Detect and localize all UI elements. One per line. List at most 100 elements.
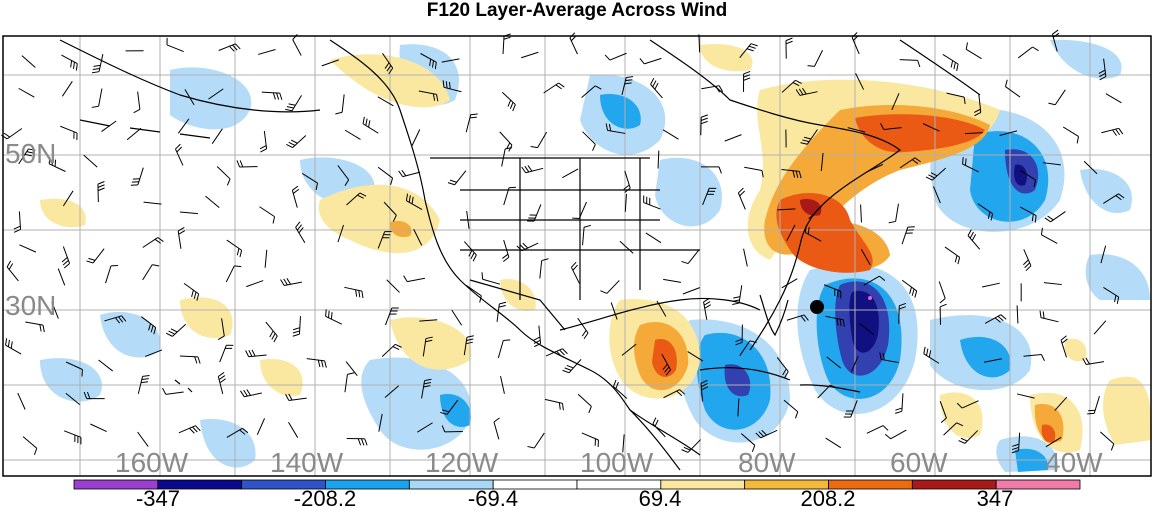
wind-barb — [543, 82, 565, 94]
red-orange-region — [776, 192, 873, 273]
wind-barb — [577, 393, 592, 414]
wind-barb — [743, 70, 751, 92]
blue-light-region — [1085, 254, 1150, 300]
wind-barb — [645, 232, 662, 244]
colorbar-label: -347 — [136, 486, 180, 511]
wind-barb — [860, 204, 862, 223]
wind-barb — [572, 201, 587, 220]
wind-barb — [481, 272, 501, 285]
wind-barb — [377, 166, 394, 185]
wind-barb — [533, 325, 542, 348]
wind-barb — [92, 54, 104, 74]
wind-barb — [344, 372, 355, 393]
wind-barb — [982, 282, 1000, 288]
storm-center-dot — [810, 300, 824, 314]
wind-barb — [1105, 93, 1122, 104]
blue-light-region — [655, 157, 722, 227]
wind-barb — [795, 87, 818, 96]
wind-barb — [826, 356, 842, 369]
wind-barb — [6, 260, 19, 282]
map-frame — [2, 35, 1152, 477]
wind-barb — [1023, 249, 1032, 272]
wind-barb — [175, 143, 184, 166]
wind-barb — [977, 203, 994, 221]
greenland-coast — [899, 39, 981, 96]
lon-label: 160W — [115, 447, 189, 478]
wind-barb — [137, 431, 149, 447]
wind-barb — [888, 203, 899, 224]
wind-barb — [866, 425, 889, 434]
wind-barb — [700, 114, 708, 136]
wind-barb — [63, 430, 82, 445]
blue-light-region — [1080, 169, 1132, 214]
wind-barb — [944, 246, 961, 265]
wind-barb — [17, 392, 26, 410]
wind-barb — [622, 434, 625, 453]
yellow-region — [390, 317, 472, 370]
wind-barb — [781, 278, 798, 289]
wind-barb — [377, 96, 394, 107]
wind-barb — [133, 91, 141, 114]
wind-barb — [463, 335, 474, 356]
wind-barb — [344, 129, 361, 140]
wind-barb — [344, 286, 364, 299]
wind-barb — [786, 224, 796, 242]
wind-barb — [621, 343, 637, 356]
wind-barb — [413, 229, 423, 246]
wind-barb — [335, 94, 345, 115]
wind-barb — [884, 429, 907, 440]
wind-barb — [306, 358, 327, 368]
wind-barb — [922, 123, 940, 132]
blue-light-region — [361, 357, 472, 450]
wind-barb — [621, 76, 634, 96]
wind-barb — [1020, 206, 1037, 223]
wind-barb — [1098, 58, 1107, 81]
wind-barb — [466, 285, 482, 303]
lon-label: 40W — [1045, 447, 1103, 478]
wind-barb — [521, 51, 539, 59]
wind-barb — [1101, 127, 1124, 136]
wind-barb — [855, 73, 865, 90]
wind-barb — [500, 376, 505, 394]
wind-barb — [325, 309, 342, 325]
yellow-region — [180, 297, 233, 339]
wind-barb — [51, 301, 59, 319]
wind-barb — [205, 195, 220, 209]
wind-barb — [13, 211, 22, 233]
wind-barb — [502, 239, 510, 262]
wind-barb — [808, 206, 823, 220]
blue-light-region — [170, 67, 252, 130]
wind-barb — [178, 425, 201, 434]
wind-barb — [184, 89, 195, 106]
wind-barb — [983, 358, 1002, 363]
wind-barb — [465, 113, 478, 133]
cuba — [699, 367, 791, 381]
wind-barb — [901, 279, 918, 298]
colorbar-label: 69.4 — [639, 486, 682, 511]
wind-barb — [285, 95, 302, 112]
wind-barb — [382, 53, 394, 75]
wind-barb — [422, 336, 433, 357]
wind-barb — [610, 302, 618, 320]
wind-barb — [682, 287, 700, 295]
wind-barb — [104, 315, 127, 324]
wind-barb — [177, 118, 190, 134]
wind-barb — [847, 127, 866, 133]
wind-barb — [126, 127, 142, 141]
yellow-region — [500, 279, 536, 311]
wind-barb — [964, 132, 983, 135]
chart-title: F120 Layer-Average Across Wind — [426, 0, 728, 21]
wind-barb — [419, 319, 438, 322]
wind-barb — [137, 374, 150, 394]
wind-barb — [1093, 320, 1107, 335]
wind-barb — [662, 129, 679, 140]
wind-barb — [530, 131, 548, 149]
wind-barb — [1099, 431, 1115, 451]
wind-barb — [440, 399, 459, 415]
wind-barb — [863, 275, 886, 286]
wind-barb — [739, 340, 757, 357]
wind-barb — [61, 54, 78, 71]
wind-barb — [211, 128, 223, 144]
wind-barb — [142, 264, 160, 281]
wind-barb — [933, 186, 941, 204]
